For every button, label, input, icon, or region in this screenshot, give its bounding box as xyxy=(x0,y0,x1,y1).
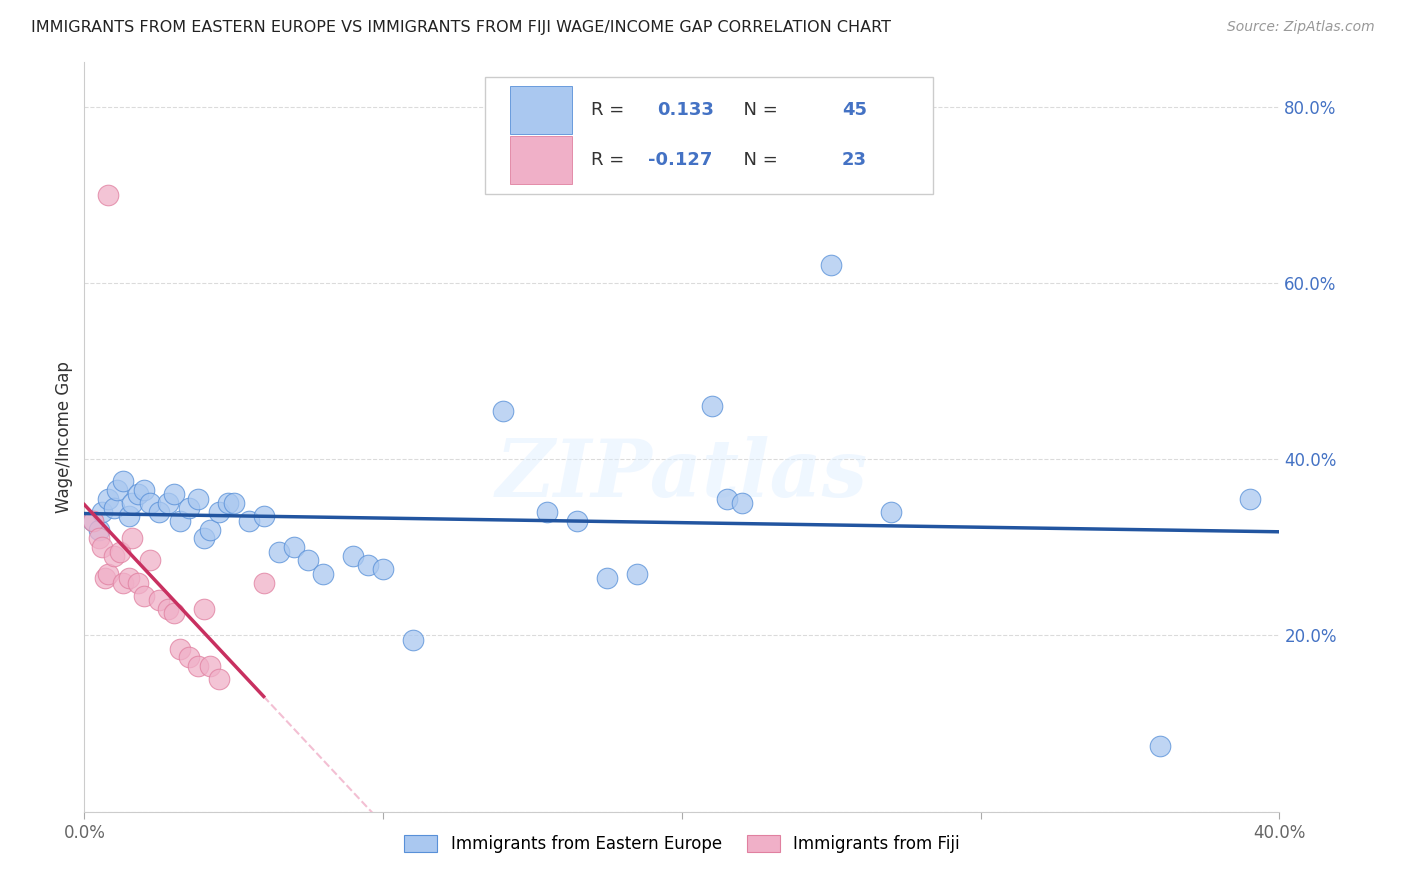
Point xyxy=(112,575,135,590)
FancyBboxPatch shape xyxy=(485,78,934,194)
Text: IMMIGRANTS FROM EASTERN EUROPE VS IMMIGRANTS FROM FIJI WAGE/INCOME GAP CORRELATI: IMMIGRANTS FROM EASTERN EUROPE VS IMMIGR… xyxy=(31,20,891,35)
Point xyxy=(177,650,200,665)
Point xyxy=(731,496,754,510)
Point xyxy=(163,607,186,621)
Point xyxy=(139,496,162,510)
Point xyxy=(716,491,738,506)
Point xyxy=(198,523,221,537)
Text: N =: N = xyxy=(733,101,783,119)
Point xyxy=(89,523,111,537)
Point xyxy=(596,571,619,585)
Point xyxy=(169,514,191,528)
Point xyxy=(91,541,114,555)
Point xyxy=(342,549,364,563)
Point xyxy=(121,532,143,546)
Point xyxy=(198,659,221,673)
Point xyxy=(148,505,170,519)
Text: R =: R = xyxy=(591,151,630,169)
Point xyxy=(283,541,305,555)
Point xyxy=(208,505,231,519)
Text: -0.127: -0.127 xyxy=(648,151,713,169)
Point xyxy=(820,258,842,272)
Point xyxy=(139,553,162,567)
Text: 23: 23 xyxy=(842,151,868,169)
Point xyxy=(1239,491,1261,506)
Point xyxy=(187,491,209,506)
Point xyxy=(157,602,180,616)
Point xyxy=(193,532,215,546)
Point xyxy=(169,641,191,656)
Point xyxy=(193,602,215,616)
Point xyxy=(103,549,125,563)
Point xyxy=(536,505,558,519)
Point xyxy=(132,483,156,497)
Point xyxy=(626,566,648,581)
Point xyxy=(121,496,143,510)
Point xyxy=(177,500,200,515)
Point xyxy=(118,571,141,585)
Point xyxy=(110,544,132,558)
Point xyxy=(127,575,149,590)
Point xyxy=(187,659,209,673)
Point xyxy=(163,487,186,501)
Point xyxy=(208,673,231,687)
Point xyxy=(880,505,903,519)
Text: 0.133: 0.133 xyxy=(657,101,714,119)
Point xyxy=(222,496,245,510)
Point xyxy=(312,566,335,581)
Point xyxy=(267,544,290,558)
Point xyxy=(94,571,117,585)
Point xyxy=(297,553,319,567)
Point xyxy=(132,589,156,603)
Point xyxy=(91,505,114,519)
Point xyxy=(402,632,425,647)
FancyBboxPatch shape xyxy=(510,86,572,134)
FancyBboxPatch shape xyxy=(510,136,572,184)
Point xyxy=(127,487,149,501)
Point xyxy=(89,532,111,546)
Legend: Immigrants from Eastern Europe, Immigrants from Fiji: Immigrants from Eastern Europe, Immigran… xyxy=(398,828,966,860)
Point xyxy=(238,514,260,528)
Text: ZIPatlas: ZIPatlas xyxy=(496,436,868,513)
Point xyxy=(492,403,515,417)
Point xyxy=(82,514,104,528)
Point xyxy=(357,558,380,572)
Point xyxy=(253,509,276,524)
Point xyxy=(157,496,180,510)
Point xyxy=(700,399,723,413)
Text: N =: N = xyxy=(733,151,783,169)
Point xyxy=(1149,739,1171,753)
Text: 45: 45 xyxy=(842,101,868,119)
Point xyxy=(105,483,128,497)
Point xyxy=(103,500,125,515)
Point xyxy=(82,514,104,528)
Point xyxy=(373,562,395,576)
Point xyxy=(118,509,141,524)
Point xyxy=(217,496,239,510)
Y-axis label: Wage/Income Gap: Wage/Income Gap xyxy=(55,361,73,513)
Point xyxy=(97,566,120,581)
Point xyxy=(97,491,120,506)
Text: Source: ZipAtlas.com: Source: ZipAtlas.com xyxy=(1227,20,1375,34)
Point xyxy=(567,514,589,528)
Point xyxy=(97,187,120,202)
Text: R =: R = xyxy=(591,101,636,119)
Point xyxy=(148,593,170,607)
Point xyxy=(253,575,276,590)
Point xyxy=(112,474,135,488)
